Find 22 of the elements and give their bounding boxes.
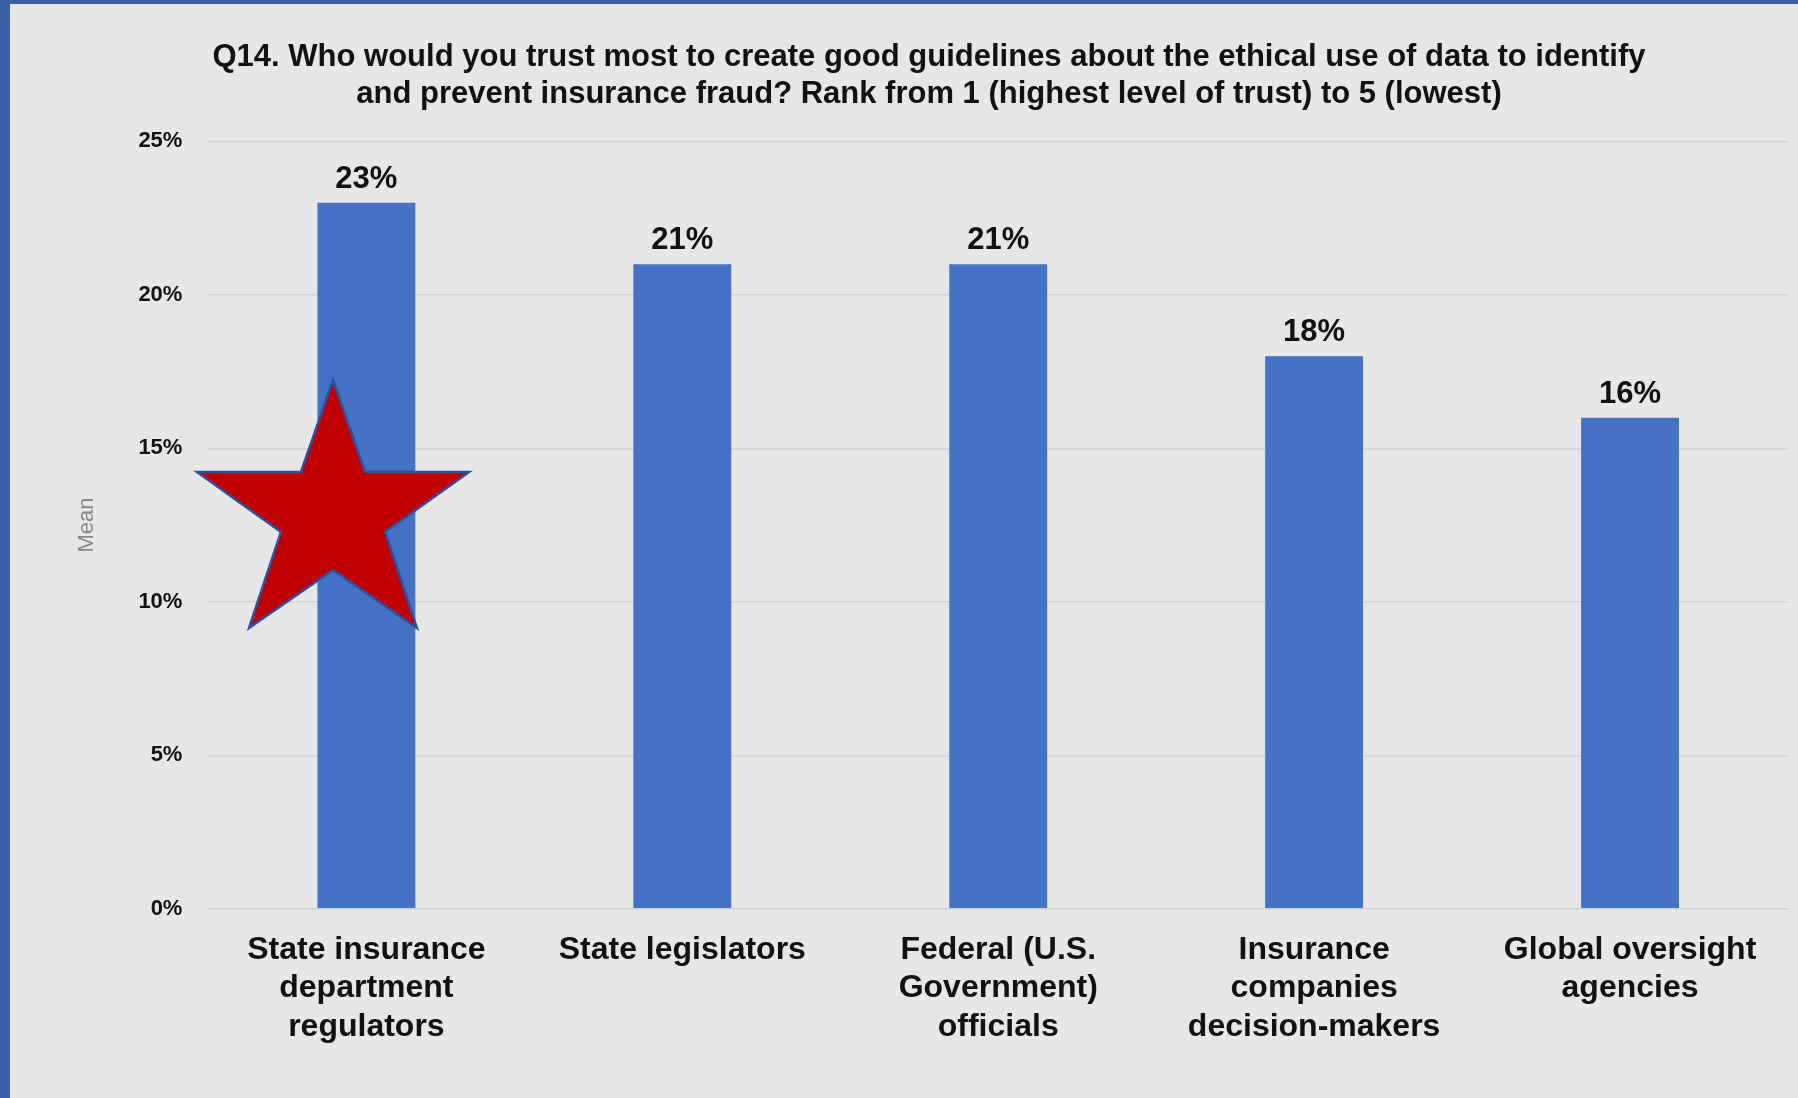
bar — [633, 264, 732, 909]
y-tick-label: 5% — [150, 741, 183, 767]
x-tick-label: Insurance companies decision-makers — [1187, 929, 1441, 1043]
y-tick-label: 10% — [138, 587, 183, 613]
y-tick-label: 0% — [150, 894, 183, 920]
y-tick-label: 20% — [138, 280, 183, 306]
data-label: 18% — [1283, 313, 1346, 349]
y-tick-label: 15% — [138, 434, 183, 460]
y-tick-label: 25% — [138, 127, 183, 153]
bar — [949, 264, 1048, 909]
data-label: 21% — [967, 221, 1030, 257]
data-label: 23% — [335, 159, 398, 195]
y-axis-title: Mean — [73, 497, 99, 553]
bar — [1581, 417, 1680, 909]
data-label: 16% — [1599, 374, 1662, 410]
data-label: 21% — [651, 221, 714, 257]
x-tick-label: State insurance department regulators — [247, 929, 486, 1043]
x-tick-label: State legislators — [558, 929, 806, 966]
chart-title: Q14. Who would you trust most to create good guidelines about the ethical use of data to identify and prevent insurance fraud? Rank from 1 (highest level of trust) to 5 (lowest) — [212, 38, 1647, 111]
x-tick-label: Global oversight agencies — [1503, 929, 1757, 1005]
bar — [1265, 356, 1364, 909]
x-tick-label: Federal (U.S. Government) officials — [898, 929, 1098, 1043]
